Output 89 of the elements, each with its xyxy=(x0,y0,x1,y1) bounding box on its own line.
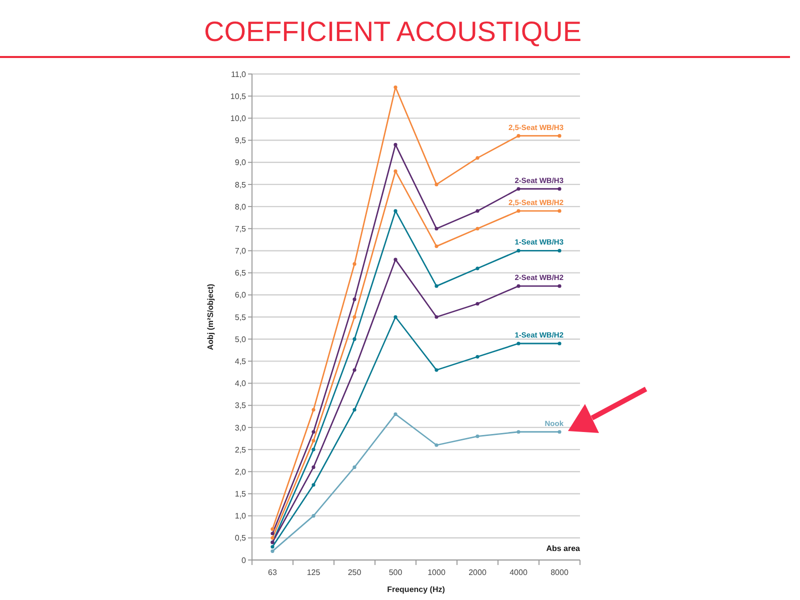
x-tick-label: 250 xyxy=(348,568,362,577)
point xyxy=(394,85,398,90)
point xyxy=(434,226,438,230)
point xyxy=(476,209,480,213)
point xyxy=(434,182,438,186)
point xyxy=(434,315,438,319)
point xyxy=(476,354,480,359)
point xyxy=(476,434,480,438)
x-tick-label: 2000 xyxy=(468,568,487,577)
y-tick-label: 0 xyxy=(242,556,247,565)
point xyxy=(516,248,520,253)
point xyxy=(558,209,562,213)
point xyxy=(312,483,316,487)
point xyxy=(312,448,316,452)
y-tick-label: 6,5 xyxy=(234,268,247,278)
point xyxy=(558,248,562,253)
point xyxy=(434,368,438,372)
point xyxy=(352,337,356,341)
point xyxy=(516,342,520,346)
point xyxy=(558,187,562,191)
point xyxy=(270,544,274,549)
y-tick-label: 2,5 xyxy=(234,445,247,454)
x-tick-label: 4000 xyxy=(510,568,528,577)
point xyxy=(516,209,520,213)
y-tick-label: 9,0 xyxy=(234,158,247,168)
y-tick-label: 8,5 xyxy=(234,180,247,190)
point xyxy=(312,438,316,443)
x-tick-label: 500 xyxy=(388,568,403,577)
point xyxy=(352,368,356,372)
point xyxy=(516,187,520,191)
point xyxy=(394,142,398,146)
y-tick-label: 11,0 xyxy=(231,70,247,79)
point xyxy=(558,430,562,434)
point xyxy=(516,134,520,138)
point xyxy=(516,284,520,288)
point xyxy=(516,430,520,434)
y-tick-label: 10,0 xyxy=(230,114,247,124)
point xyxy=(394,412,398,416)
y-tick-label: 10,5 xyxy=(230,92,247,101)
point xyxy=(434,443,438,447)
x-tick-label: 8000 xyxy=(550,568,569,577)
point xyxy=(352,262,356,266)
chart-title: COEFFICIENT ACOUSTIQUE xyxy=(204,15,582,49)
point xyxy=(312,465,316,470)
y-tick-label: 0,5 xyxy=(234,534,247,543)
point xyxy=(434,284,438,288)
point xyxy=(270,549,274,553)
point xyxy=(394,258,398,262)
point xyxy=(476,266,480,270)
point xyxy=(558,342,562,346)
point xyxy=(352,315,356,319)
annotation: Abs area xyxy=(545,544,580,553)
point xyxy=(270,527,274,531)
point xyxy=(476,302,480,306)
point xyxy=(476,226,480,230)
point xyxy=(558,134,562,138)
x-tick-label: 63 xyxy=(268,568,278,577)
point xyxy=(312,514,316,518)
y-tick-label: 9,5 xyxy=(234,136,247,146)
y-tick-label: 6,0 xyxy=(234,290,247,300)
point xyxy=(352,408,356,412)
point xyxy=(434,244,438,248)
y-tick-label: 8,0 xyxy=(234,202,247,212)
y-tick-label: 3,5 xyxy=(234,401,247,410)
y-tick-label: 4,0 xyxy=(234,379,247,388)
y-tick-label: 2,0 xyxy=(234,467,247,476)
y-tick-label: 5,5 xyxy=(234,312,247,322)
point xyxy=(312,408,316,412)
point xyxy=(312,430,316,434)
point xyxy=(270,532,274,536)
y-tick-label: 3,0 xyxy=(234,423,247,432)
point xyxy=(270,536,274,540)
y-tick-label: 7,0 xyxy=(234,246,247,256)
point xyxy=(394,169,398,173)
point xyxy=(352,298,356,302)
x-tick-label: 1000 xyxy=(428,568,446,577)
y-tick-label: 5,0 xyxy=(234,334,247,344)
y-tick-label: 1,0 xyxy=(234,512,247,521)
y-axis-title: Aobj (m²S/object) xyxy=(206,284,215,350)
x-tick-label: 125 xyxy=(306,568,321,577)
point xyxy=(352,465,356,470)
y-tick-label: 1,5 xyxy=(234,490,247,499)
point xyxy=(476,156,480,160)
y-tick-label: 7,5 xyxy=(234,224,247,234)
y-tick-label: 4,5 xyxy=(234,357,247,366)
point xyxy=(558,284,562,288)
point xyxy=(394,209,398,213)
x-axis-title: Frequency (Hz) xyxy=(387,585,446,594)
point xyxy=(394,315,398,319)
